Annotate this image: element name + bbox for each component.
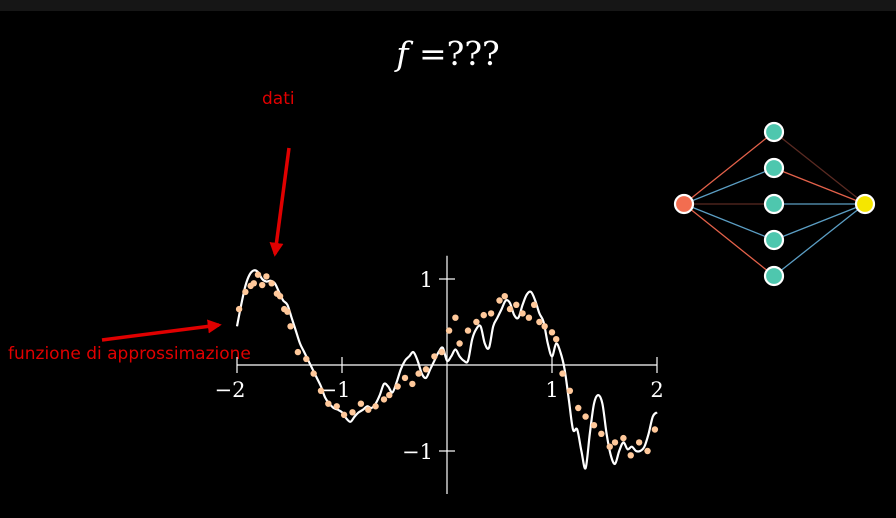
data-point: [294, 348, 302, 356]
network-edge-input-hidden: [683, 203, 775, 241]
data-point: [536, 318, 543, 326]
data-point: [254, 271, 262, 278]
network-edge-input-hidden: [683, 203, 775, 277]
data-points: [235, 271, 659, 459]
data-point: [598, 430, 605, 437]
data-point: [519, 310, 526, 317]
data-point: [438, 348, 445, 356]
data-point: [333, 403, 340, 410]
data-point: [310, 370, 317, 377]
data-point: [325, 400, 332, 407]
page-title: f =???: [0, 34, 896, 73]
data-point: [250, 280, 257, 287]
data-point: [386, 391, 393, 399]
network-hidden-node: [763, 265, 785, 287]
data-point: [582, 413, 589, 420]
data-point: [394, 383, 401, 390]
data-point: [409, 380, 416, 388]
data-point: [548, 329, 556, 336]
data-point: [496, 297, 503, 304]
data-point: [559, 370, 566, 377]
arrow-to-function: [101, 319, 222, 342]
x-tick-label: 1: [545, 378, 558, 402]
network-hidden-node: [763, 193, 785, 215]
data-point: [284, 308, 291, 315]
data-point: [259, 281, 266, 289]
data-point: [611, 439, 619, 446]
data-point: [431, 353, 438, 360]
data-point: [349, 409, 356, 416]
annotation-data-label: dati: [262, 89, 295, 109]
data-point: [401, 374, 409, 382]
x-tick-label: −2: [215, 378, 246, 402]
data-point: [575, 404, 582, 412]
network-edge-hidden-output: [773, 203, 866, 241]
data-point: [620, 434, 627, 442]
annotation-arrows: [101, 147, 291, 342]
data-point: [268, 280, 275, 287]
function-plot: −2 −1 1 2 1 −1: [215, 255, 664, 494]
data-point: [525, 314, 533, 321]
data-point: [276, 293, 284, 300]
network-edge-hidden-output: [773, 203, 866, 277]
y-tick-label: −1: [402, 440, 433, 464]
arrow-to-data: [269, 147, 291, 257]
data-point: [415, 370, 422, 377]
data-point: [553, 336, 560, 343]
data-point: [365, 406, 372, 413]
data-point: [263, 273, 270, 280]
data-point: [590, 422, 598, 429]
network-edge-hidden-output: [773, 131, 866, 205]
data-point: [287, 323, 294, 330]
data-point: [464, 327, 472, 334]
data-point: [530, 301, 538, 308]
network-input-node: [673, 193, 695, 215]
data-point: [445, 327, 453, 334]
network-edge-input-hidden: [683, 167, 775, 205]
title-equals-question: =???: [408, 34, 500, 73]
neural-network-diagram: [673, 121, 876, 287]
data-point: [644, 447, 651, 455]
data-point: [566, 387, 574, 394]
data-point: [303, 355, 310, 363]
data-point: [317, 387, 325, 394]
data-point: [606, 443, 613, 450]
data-point: [473, 318, 480, 326]
data-point: [456, 340, 463, 347]
title-function-symbol: f: [396, 34, 409, 73]
data-point: [513, 301, 520, 308]
data-point: [635, 439, 643, 446]
network-hidden-node: [763, 229, 785, 251]
data-point: [422, 366, 430, 373]
network-edge-hidden-output: [773, 167, 866, 205]
annotation-function-label: funzione di approssimazione: [8, 344, 251, 364]
y-tick-label: 1: [420, 268, 433, 292]
data-point: [487, 310, 495, 317]
data-point: [506, 305, 514, 313]
data-point: [627, 452, 634, 459]
chart-ticks: −2 −1 1 2 1 −1: [215, 268, 664, 464]
data-point: [340, 411, 348, 419]
data-point: [380, 396, 388, 403]
network-edge-input-hidden: [683, 131, 775, 205]
data-point: [242, 288, 249, 296]
network-nodes: [673, 121, 876, 287]
data-point: [480, 311, 487, 319]
data-point: [452, 314, 459, 321]
network-hidden-node: [763, 157, 785, 179]
data-point: [357, 400, 365, 407]
top-bar: [0, 0, 896, 11]
network-output-node: [854, 193, 876, 215]
data-point: [235, 305, 243, 313]
x-tick-label: −1: [320, 378, 351, 402]
network-hidden-node: [763, 121, 785, 143]
data-point: [372, 403, 379, 410]
data-point: [651, 426, 659, 433]
x-tick-label: 2: [650, 378, 663, 402]
network-edges: [683, 131, 866, 277]
data-point: [541, 323, 548, 330]
data-point: [501, 293, 508, 300]
chart-axes: [237, 255, 657, 494]
